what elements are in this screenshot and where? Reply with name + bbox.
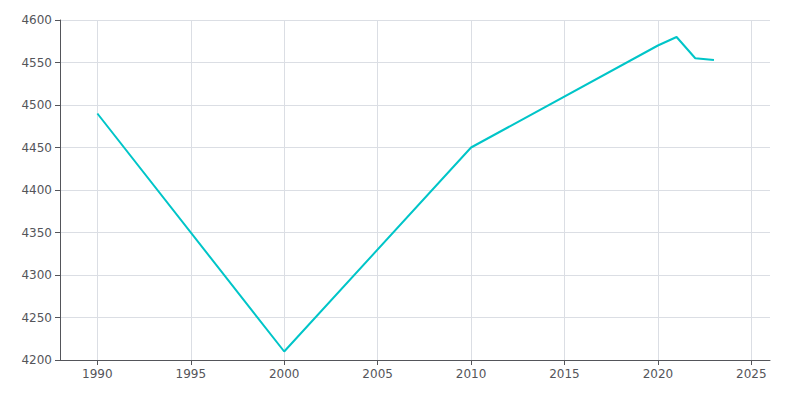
svg-text:2025: 2025 (736, 367, 767, 381)
svg-text:2020: 2020 (643, 367, 674, 381)
svg-text:1995: 1995 (176, 367, 207, 381)
svg-text:1990: 1990 (82, 367, 113, 381)
svg-text:2010: 2010 (456, 367, 487, 381)
svg-text:2005: 2005 (362, 367, 393, 381)
svg-text:4600: 4600 (21, 13, 52, 27)
svg-text:4250: 4250 (21, 311, 52, 325)
svg-text:4400: 4400 (21, 183, 52, 197)
svg-text:4200: 4200 (21, 353, 52, 367)
svg-text:4350: 4350 (21, 226, 52, 240)
svg-text:4300: 4300 (21, 268, 52, 282)
svg-text:2015: 2015 (549, 367, 580, 381)
svg-text:4500: 4500 (21, 98, 52, 112)
svg-text:4550: 4550 (21, 56, 52, 70)
svg-text:2000: 2000 (269, 367, 300, 381)
svg-text:4450: 4450 (21, 141, 52, 155)
